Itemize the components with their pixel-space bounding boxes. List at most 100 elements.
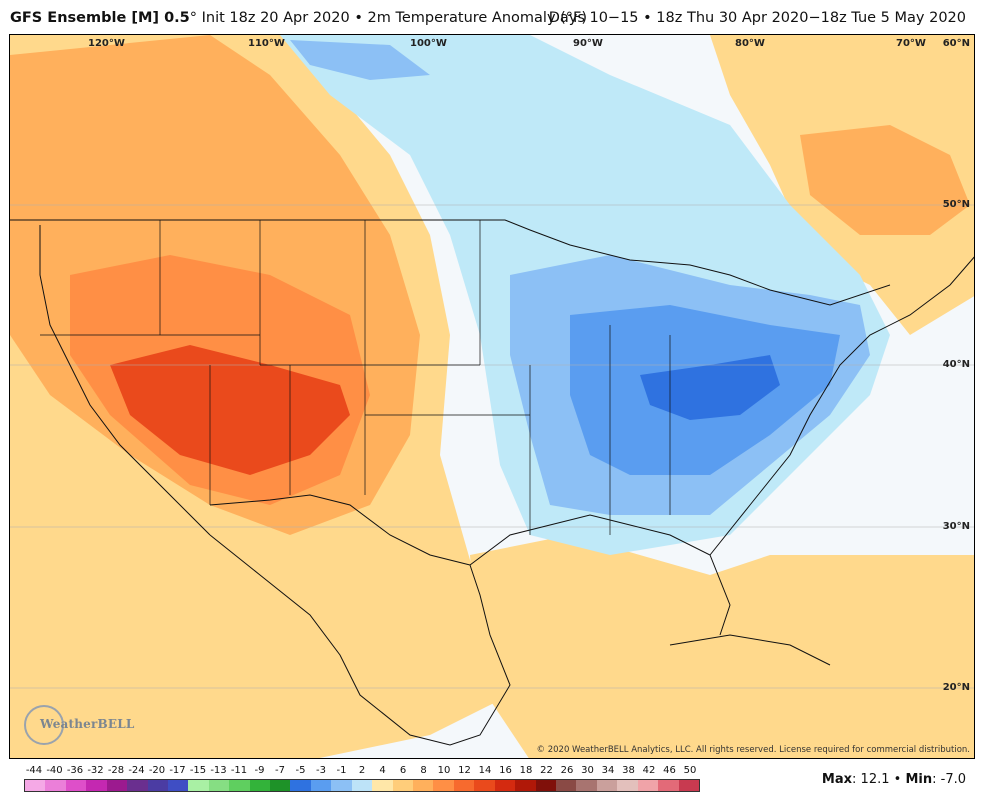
cool-anomaly-core xyxy=(640,355,780,420)
gulf-coast xyxy=(469,514,731,636)
colorbar-label: 10 xyxy=(437,765,451,776)
colorbar-swatch xyxy=(392,780,414,791)
colorbar-swatch xyxy=(310,780,332,791)
warm-anomaly-light-gulf xyxy=(470,535,974,758)
colorbar-label: -24 xyxy=(128,765,145,776)
colorbar-label: 46 xyxy=(663,765,676,776)
lat-label: 30°N xyxy=(942,521,970,532)
colorbar-swatch xyxy=(249,780,271,791)
lon-label: 100°W xyxy=(410,38,447,49)
colorbar-swatch xyxy=(65,780,87,791)
colorbar: -44 -40 -36 -32 -28 -24 -20 -17 -15 -13 -11 -9 -7 -5-… xyxy=(24,765,700,793)
colorbar-label: 18 xyxy=(519,765,533,776)
valid-period: Days 10−15 • 18z Thu 30 Apr 2020−18z Tue… xyxy=(548,10,966,26)
min-label: Min xyxy=(905,772,933,787)
lon-label: 80°W xyxy=(735,38,765,49)
colorbar-label: -5 xyxy=(295,765,306,776)
colorbar-label: 50 xyxy=(683,765,697,776)
lat-label: 20°N xyxy=(942,682,970,693)
colorbar-swatch xyxy=(270,780,291,791)
lon-label: 120°W xyxy=(88,38,125,49)
colorbar-label: 4 xyxy=(379,765,386,776)
colorbar-swatch xyxy=(25,780,46,791)
logo-text: WeatherBELL xyxy=(40,717,135,731)
colorbar-swatch xyxy=(229,780,250,791)
anomaly-map: 120°W 110°W 100°W 90°W 80°W 70°W 60°N 50… xyxy=(9,34,975,759)
colorbar-swatch xyxy=(474,780,495,791)
weatherbell-logo: WeatherBELL xyxy=(24,701,134,749)
stats-separator: • xyxy=(893,772,902,787)
colorbar-label: -15 xyxy=(189,765,207,776)
lon-label: 70°W xyxy=(896,38,926,49)
map-canvas xyxy=(10,35,974,758)
colorbar-swatch xyxy=(351,780,373,791)
canada-us-border xyxy=(10,219,891,306)
colorbar-label: 16 xyxy=(499,765,512,776)
colorbar-swatch xyxy=(453,780,475,791)
colorbar-labels: -44 -40 -36 -32 -28 -24 -20 -17 -15 -13 -11 -9 -7 -5-… xyxy=(24,765,700,778)
lat-label: 40°N xyxy=(942,359,970,370)
colorbar-swatch xyxy=(208,780,230,791)
colorbar-label: -40 xyxy=(46,765,63,776)
colorbar-swatch xyxy=(617,780,638,791)
colorbar-swatch xyxy=(331,780,352,791)
field-name: 2m Temperature Anomaly (°F) xyxy=(367,10,588,26)
colorbar-label: 30 xyxy=(581,765,594,776)
colorbar-swatch xyxy=(413,780,434,791)
colorbar-swatch xyxy=(494,780,516,791)
weatherbell-logo-icon xyxy=(24,705,64,745)
colorbar-label: -32 xyxy=(87,765,104,776)
colorbar-swatch xyxy=(290,780,311,791)
lon-label: 90°W xyxy=(573,38,603,49)
lat-label: 50°N xyxy=(942,199,970,210)
graticule xyxy=(10,204,974,689)
colorbar-swatch xyxy=(433,780,454,791)
colorbar-swatch xyxy=(596,780,618,791)
colorbar-swatch xyxy=(188,780,209,791)
mexico-coast xyxy=(209,534,511,746)
colorbar-swatch xyxy=(167,780,189,791)
max-min-stats: Max: 12.1 • Min: -7.0 xyxy=(822,772,966,787)
max-label: Max xyxy=(821,772,853,787)
us-east-coast xyxy=(709,256,974,556)
colorbar-label: -7 xyxy=(275,765,285,776)
colorbar-label: -13 xyxy=(210,765,227,776)
colorbar-label: 42 xyxy=(642,765,656,776)
colorbar-label: -36 xyxy=(66,765,84,776)
boundaries xyxy=(10,219,974,746)
colorbar-label: -28 xyxy=(107,765,125,776)
colorbar-label: 34 xyxy=(601,765,615,776)
model-name: GFS Ensemble [M] 0.5 xyxy=(10,10,190,26)
colorbar-label: -11 xyxy=(230,765,248,776)
lat-label: 60°N xyxy=(942,38,970,49)
us-west-coast xyxy=(39,225,211,536)
colorbar-swatch xyxy=(372,780,393,791)
colorbar-swatch xyxy=(106,780,128,791)
warm-anomaly-east-canada xyxy=(800,125,970,235)
us-mexico-border xyxy=(209,494,471,566)
max-value: : 12.1 xyxy=(852,772,890,787)
colorbar-swatch xyxy=(45,780,66,791)
colorbar-swatch xyxy=(576,780,597,791)
colorbar-label: 26 xyxy=(560,765,574,776)
cuba xyxy=(669,634,831,666)
colorbar-swatches xyxy=(24,779,700,792)
colorbar-swatch xyxy=(515,780,536,791)
colorbar-swatch xyxy=(678,780,699,791)
init-time: Init 18z 20 Apr 2020 xyxy=(201,10,350,26)
map-title: GFS Ensemble [M] 0.5° Init 18z 20 Apr 20… xyxy=(10,10,587,32)
colorbar-label: 22 xyxy=(540,765,553,776)
colorbar-label: 6 xyxy=(399,765,407,776)
lon-label: 110°W xyxy=(248,38,285,49)
colorbar-label: -3 xyxy=(316,765,326,776)
colorbar-label: 38 xyxy=(622,765,635,776)
colorbar-swatch xyxy=(86,780,107,791)
colorbar-label: -9 xyxy=(254,765,265,776)
colorbar-swatch xyxy=(127,780,148,791)
colorbar-swatch xyxy=(637,780,659,791)
colorbar-label: -17 xyxy=(169,765,186,776)
title-separator: • xyxy=(354,10,363,26)
colorbar-label: 8 xyxy=(420,765,427,776)
colorbar-label: -20 xyxy=(148,765,166,776)
degree-mark: ° xyxy=(189,10,197,26)
